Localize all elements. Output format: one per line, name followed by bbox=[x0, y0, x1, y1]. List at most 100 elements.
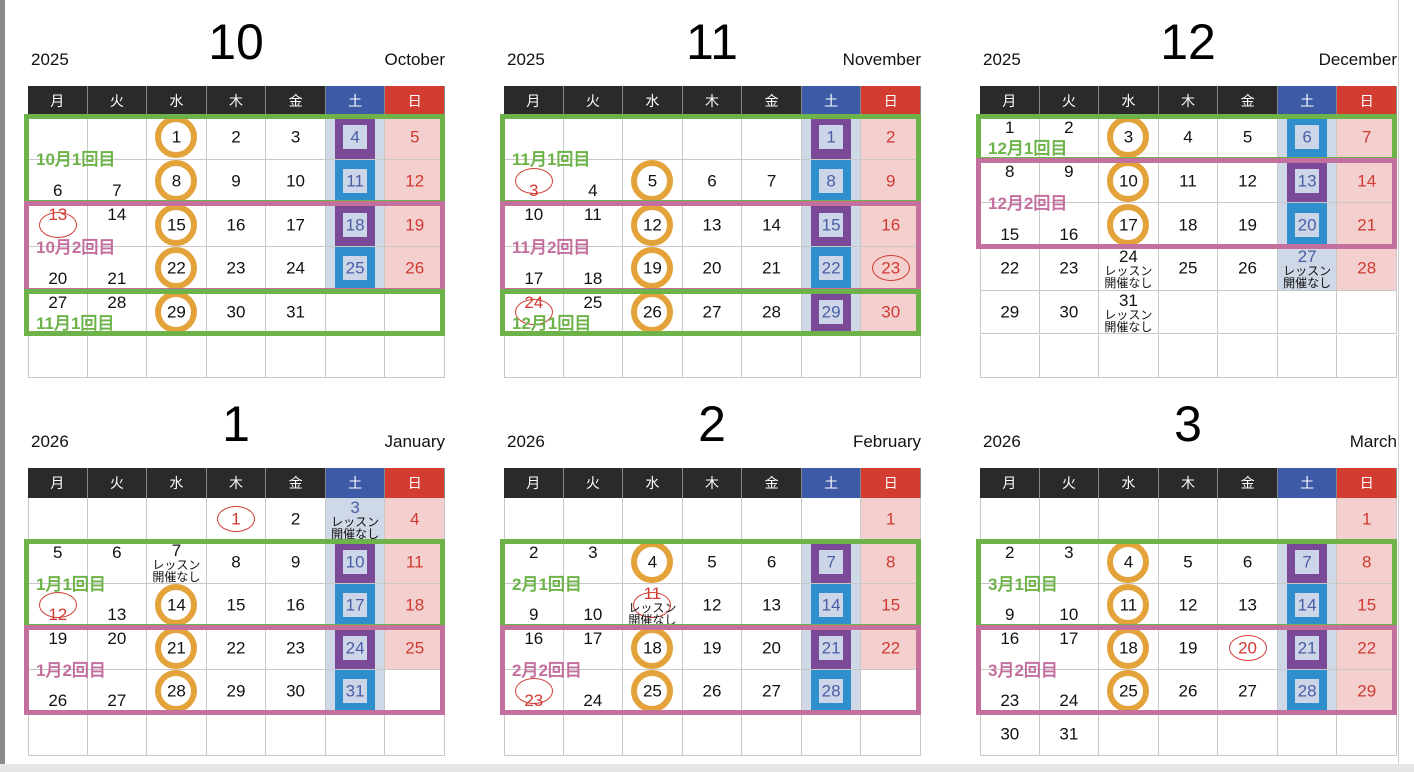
day-cell[interactable]: 22 bbox=[980, 247, 1040, 291]
day-cell[interactable]: 5 bbox=[28, 541, 88, 584]
day-cell[interactable]: 28 bbox=[1277, 670, 1338, 713]
day-cell[interactable]: 6 bbox=[1277, 116, 1338, 160]
day-cell[interactable]: 24 bbox=[563, 670, 624, 713]
day-cell[interactable]: 14 bbox=[801, 584, 862, 627]
day-cell[interactable]: 26 bbox=[1158, 670, 1219, 713]
day-cell[interactable]: 25 bbox=[385, 627, 445, 670]
day-cell[interactable]: 27 bbox=[28, 290, 88, 335]
day-cell[interactable]: 1 bbox=[1337, 498, 1397, 541]
day-cell[interactable]: 23 bbox=[206, 247, 267, 291]
day-cell[interactable]: 20 bbox=[28, 247, 88, 291]
day-cell[interactable]: 16 bbox=[266, 584, 326, 627]
day-cell[interactable]: 18 bbox=[385, 584, 445, 627]
day-cell[interactable]: 2 bbox=[206, 116, 267, 160]
day-cell[interactable]: 6 bbox=[1218, 541, 1278, 584]
day-cell[interactable]: 5 bbox=[1158, 541, 1219, 584]
day-cell[interactable]: 12 bbox=[385, 159, 445, 204]
day-cell[interactable]: 1 bbox=[861, 498, 921, 541]
day-cell[interactable]: 3 bbox=[504, 159, 564, 204]
day-cell[interactable]: 27 bbox=[1218, 670, 1278, 713]
day-cell[interactable]: 16 bbox=[206, 203, 267, 248]
day-cell[interactable]: 13 bbox=[682, 203, 743, 248]
day-cell[interactable]: 25 bbox=[1099, 670, 1159, 713]
day-cell[interactable]: 31 bbox=[1039, 713, 1100, 756]
day-cell[interactable]: 3 bbox=[563, 541, 624, 584]
day-cell[interactable]: 18 bbox=[1099, 627, 1159, 670]
day-cell[interactable]: 19 bbox=[385, 203, 445, 248]
day-cell[interactable]: 10 bbox=[266, 159, 326, 204]
day-cell[interactable]: 27 bbox=[682, 290, 743, 335]
day-cell[interactable]: 19 bbox=[623, 247, 683, 291]
day-cell[interactable]: 4 bbox=[385, 498, 445, 541]
day-cell[interactable]: 13 bbox=[28, 203, 88, 248]
day-cell[interactable]: 1 bbox=[147, 116, 207, 160]
day-cell[interactable]: 27 レッスン 開催なし bbox=[1277, 247, 1338, 291]
day-cell[interactable]: 17 bbox=[1039, 627, 1100, 670]
day-cell[interactable]: 3 レッスン 開催なし bbox=[325, 498, 386, 541]
day-cell[interactable]: 26 bbox=[682, 670, 743, 713]
day-cell[interactable]: 6 bbox=[742, 541, 802, 584]
day-cell[interactable]: 9 bbox=[206, 159, 267, 204]
day-cell[interactable]: 26 bbox=[1218, 247, 1278, 291]
day-cell[interactable]: 22 bbox=[206, 627, 267, 670]
day-cell[interactable]: 16 bbox=[1039, 203, 1100, 248]
day-cell[interactable]: 31 bbox=[325, 670, 386, 713]
day-cell[interactable]: 13 bbox=[1218, 584, 1278, 627]
day-cell[interactable]: 26 bbox=[623, 290, 683, 335]
day-cell[interactable]: 15 bbox=[980, 203, 1040, 248]
day-cell[interactable]: 22 bbox=[801, 247, 862, 291]
day-cell[interactable]: 8 bbox=[147, 159, 207, 204]
day-cell[interactable]: 2 bbox=[504, 541, 564, 584]
day-cell[interactable]: 2 bbox=[980, 541, 1040, 584]
day-cell[interactable]: 20 bbox=[1277, 203, 1338, 248]
day-cell[interactable]: 30 bbox=[1039, 290, 1100, 335]
day-cell[interactable]: 8 bbox=[861, 541, 921, 584]
day-cell[interactable]: 1 bbox=[206, 498, 267, 541]
day-cell[interactable]: 29 bbox=[1337, 670, 1397, 713]
day-cell[interactable]: 2 bbox=[266, 498, 326, 541]
day-cell[interactable]: 15 bbox=[861, 584, 921, 627]
day-cell[interactable]: 18 bbox=[325, 203, 386, 248]
day-cell[interactable]: 7 bbox=[1277, 541, 1338, 584]
day-cell[interactable]: 12 bbox=[1218, 159, 1278, 204]
day-cell[interactable]: 23 bbox=[1039, 247, 1100, 291]
day-cell[interactable]: 8 bbox=[980, 159, 1040, 204]
day-cell[interactable]: 5 bbox=[385, 116, 445, 160]
day-cell[interactable]: 20 bbox=[87, 627, 148, 670]
day-cell[interactable]: 10 bbox=[504, 203, 564, 248]
day-cell[interactable]: 3 bbox=[1039, 541, 1100, 584]
day-cell[interactable]: 21 bbox=[87, 247, 148, 291]
day-cell[interactable]: 25 bbox=[1158, 247, 1219, 291]
day-cell[interactable]: 6 bbox=[87, 541, 148, 584]
day-cell[interactable]: 16 bbox=[861, 203, 921, 248]
day-cell[interactable]: 4 bbox=[325, 116, 386, 160]
day-cell[interactable]: 3 bbox=[1099, 116, 1159, 160]
day-cell[interactable]: 12 bbox=[682, 584, 743, 627]
day-cell[interactable]: 9 bbox=[861, 159, 921, 204]
day-cell[interactable]: 28 bbox=[742, 290, 802, 335]
day-cell[interactable]: 16 bbox=[980, 627, 1040, 670]
day-cell[interactable]: 29 bbox=[147, 290, 207, 335]
day-cell[interactable]: 23 bbox=[861, 247, 921, 291]
day-cell[interactable]: 21 bbox=[1277, 627, 1338, 670]
day-cell[interactable]: 15 bbox=[1337, 584, 1397, 627]
day-cell[interactable]: 11 bbox=[563, 203, 624, 248]
day-cell[interactable]: 4 bbox=[1099, 541, 1159, 584]
day-cell[interactable]: 30 bbox=[980, 713, 1040, 756]
day-cell[interactable]: 25 bbox=[623, 670, 683, 713]
day-cell[interactable]: 14 bbox=[147, 584, 207, 627]
day-cell[interactable]: 20 bbox=[742, 627, 802, 670]
day-cell[interactable]: 18 bbox=[1158, 203, 1219, 248]
day-cell[interactable]: 8 bbox=[801, 159, 862, 204]
day-cell[interactable]: 30 bbox=[206, 290, 267, 335]
day-cell[interactable]: 24 bbox=[1039, 670, 1100, 713]
day-cell[interactable]: 17 bbox=[266, 203, 326, 248]
day-cell[interactable]: 29 bbox=[801, 290, 862, 335]
day-cell[interactable]: 9 bbox=[504, 584, 564, 627]
day-cell[interactable]: 6 bbox=[28, 159, 88, 204]
day-cell[interactable]: 7 bbox=[1337, 116, 1397, 160]
day-cell[interactable]: 20 bbox=[682, 247, 743, 291]
day-cell[interactable]: 24 bbox=[325, 627, 386, 670]
day-cell[interactable]: 23 bbox=[266, 627, 326, 670]
day-cell[interactable]: 12 bbox=[623, 203, 683, 248]
